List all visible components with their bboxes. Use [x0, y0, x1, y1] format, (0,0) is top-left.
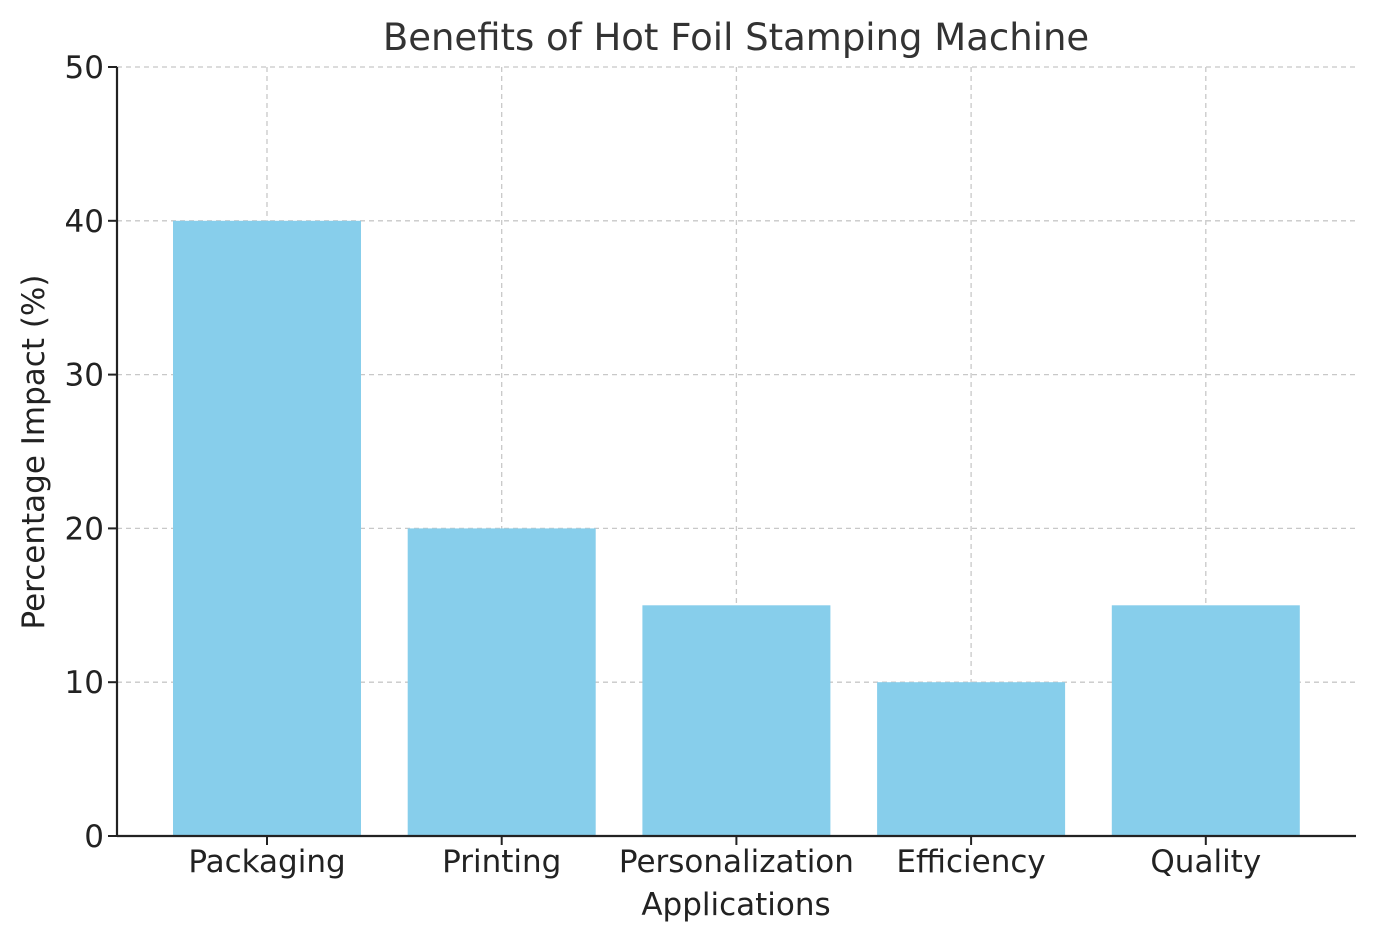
y-tick-label: 20 [65, 511, 104, 547]
bar-quality [1111, 605, 1300, 836]
y-tick-label: 30 [65, 358, 104, 394]
bars [173, 220, 1300, 837]
x-tick-label: Packaging [188, 844, 345, 880]
x-tick-label: Efficiency [896, 844, 1045, 880]
bar-efficiency [877, 682, 1066, 836]
x-tick-label: Quality [1150, 844, 1261, 880]
axes [108, 66, 1356, 845]
x-axis-label: Applications [641, 887, 830, 923]
x-tick-label: Printing [442, 844, 561, 880]
bar-personalization [642, 605, 831, 836]
chart-title: Benefits of Hot Foil Stamping Machine [383, 16, 1089, 59]
y-tick-label: 40 [65, 204, 104, 240]
tick-labels: 0 10 20 30 40 50 Packaging Printing Personalizat… [65, 50, 1262, 880]
bar-printing [407, 528, 596, 836]
x-tick-label: Personalization [619, 844, 854, 880]
y-axis-label: Percentage Impact (%) [16, 275, 52, 630]
bar-packaging [173, 220, 361, 837]
y-tick-label: 0 [84, 819, 104, 855]
y-tick-label: 10 [65, 665, 104, 701]
y-tick-label: 50 [65, 50, 104, 86]
